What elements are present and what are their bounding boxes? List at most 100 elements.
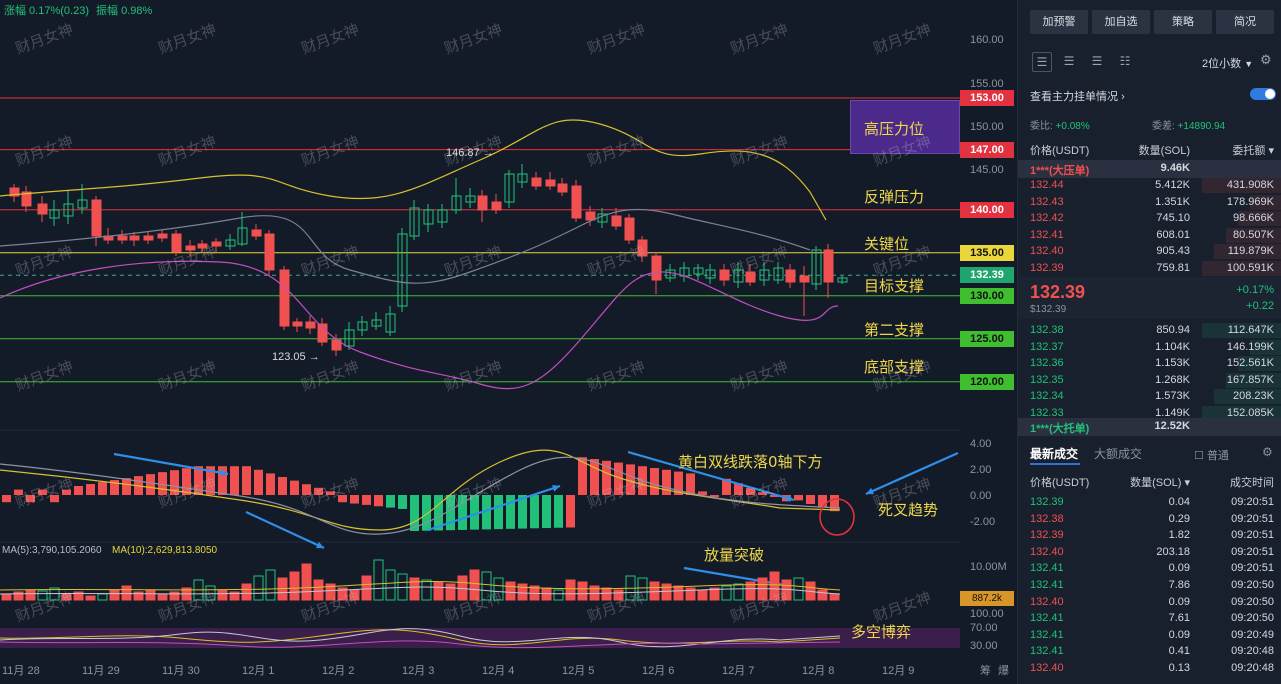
bid-row[interactable]: 132.36 1.153K 152.561K: [1018, 357, 1281, 373]
bid-row[interactable]: 132.34 1.573K 208.23K: [1018, 390, 1281, 406]
overview-button[interactable]: 简况: [1216, 10, 1274, 34]
orderbook-header: 价格(USDT) 数量(SOL) 委托额 ▾: [1018, 142, 1281, 158]
trade-row: 132.41 7.61 09:20:50: [1018, 612, 1281, 628]
volume-bar: [673, 585, 684, 601]
candle-body: [317, 323, 328, 343]
volume-bar: [301, 563, 312, 601]
change-abs: +0.22: [1246, 300, 1274, 312]
ask-row[interactable]: 132.41 608.01 80.507K: [1018, 229, 1281, 245]
liquidation-icon[interactable]: 爆: [998, 665, 1009, 677]
ask-qty: 5.412K: [1155, 179, 1190, 191]
bid-row[interactable]: 132.37 1.104K 146.199K: [1018, 341, 1281, 357]
candle-body: [637, 239, 648, 257]
volume-bar: [601, 587, 612, 601]
candle-body: [37, 203, 48, 215]
macd-bar: [794, 495, 803, 501]
big-bid-row[interactable]: 1***(大托单) 12.52K: [1018, 420, 1281, 436]
depth-bar: [1202, 178, 1281, 193]
trade-qty: 7.86: [1168, 579, 1190, 591]
header-amount[interactable]: 委托额 ▾: [1232, 145, 1274, 157]
chart-area[interactable]: 涨幅 0.17%(0.23) 振幅 0.98% 160.00 155.00 15…: [0, 0, 1016, 684]
trade-time: 09:20:48: [1231, 662, 1274, 674]
date-label: 12月 4: [482, 665, 515, 677]
candle-body: [545, 179, 556, 187]
decimals-value: 2位小数: [1202, 58, 1242, 70]
bid-ratio-value: +0.08%: [1055, 121, 1090, 132]
ask-row[interactable]: 132.42 745.10 98.666K: [1018, 212, 1281, 228]
layout-bids-icon[interactable]: ☰: [1063, 54, 1075, 68]
header-qty: 数量(SOL): [1138, 145, 1190, 157]
price-axis-label: 155.00: [970, 78, 1004, 90]
settings-icon[interactable]: ⚙: [1260, 52, 1272, 67]
volume-bar: [85, 595, 96, 601]
candle-body: [305, 321, 316, 329]
bid-row[interactable]: 132.35 1.268K 167.857K: [1018, 374, 1281, 390]
annotation-high-pressure: 高压力位: [864, 120, 925, 138]
candle-body: [264, 233, 275, 271]
candle-body: [143, 235, 154, 241]
bid-diff-label: 委差:: [1152, 121, 1175, 132]
ask-row[interactable]: 132.39 759.81 100.591K: [1018, 262, 1281, 278]
trade-time: 09:20:51: [1231, 529, 1274, 542]
big-bid-bar: [1018, 418, 1281, 436]
candle-body: [557, 183, 568, 193]
strategy-button[interactable]: 策略: [1154, 10, 1212, 34]
macd-bar: [362, 495, 371, 505]
candle-body: [719, 269, 730, 281]
big-ask-row[interactable]: 1***(大压单) 9.46K: [1018, 162, 1281, 178]
macd-bar: [482, 495, 491, 530]
macd-bar: [74, 486, 83, 495]
trade-row: 132.41 0.41 09:20:48: [1018, 645, 1281, 661]
decimals-select[interactable]: 2位小数 ▼: [1202, 55, 1253, 71]
date-label: 12月 8: [802, 665, 835, 677]
trade-row: 132.41 7.86 09:20:50: [1018, 579, 1281, 595]
add-alert-button[interactable]: 加预警: [1030, 10, 1088, 34]
macd-bar: [194, 466, 203, 495]
layout-split-icon[interactable]: ☷: [1119, 54, 1131, 68]
ask-row[interactable]: 132.44 5.412K 431.908K: [1018, 179, 1281, 195]
candle-body: [91, 199, 102, 237]
layout-both-icon[interactable]: ☰: [1032, 52, 1052, 72]
depth-bar: [1214, 389, 1281, 404]
chip-icon[interactable]: 筹: [980, 665, 991, 677]
date-label: 12月 5: [562, 665, 595, 677]
ask-row[interactable]: 132.43 1.351K 178.969K: [1018, 196, 1281, 212]
add-watchlist-button[interactable]: 加自选: [1092, 10, 1150, 34]
tab-large-trades[interactable]: 大额成交: [1094, 447, 1143, 461]
normal-filter[interactable]: ☐ 普通: [1194, 447, 1229, 463]
arrow-head: [552, 484, 560, 492]
macd-bar: [614, 462, 623, 495]
trades-header-qty[interactable]: 数量(SOL) ▾: [1130, 477, 1190, 489]
candlestick-chart[interactable]: [0, 0, 1016, 684]
main-orders-link[interactable]: 查看主力挂单情况 ›: [1030, 88, 1125, 104]
trades-header-qty-label: 数量(SOL): [1130, 477, 1182, 489]
checkbox-icon: ☐: [1194, 450, 1204, 462]
trade-time: 09:20:51: [1231, 545, 1274, 558]
macd-bar: [14, 489, 23, 495]
ask-qty: 745.10: [1156, 212, 1190, 224]
bid-row[interactable]: 132.33 1.149K 152.085K: [1018, 407, 1281, 423]
trade-qty: 203.18: [1156, 545, 1190, 558]
volume-bar: [229, 591, 240, 601]
bid-qty: 1.149K: [1155, 406, 1190, 419]
date-label: 11月 29: [82, 665, 120, 677]
date-label: 12月 6: [642, 665, 675, 677]
tab-latest-trades[interactable]: 最新成交: [1030, 447, 1079, 461]
trade-row: 132.38 0.29 09:20:51: [1018, 513, 1281, 529]
layout-asks-icon[interactable]: ☰: [1091, 54, 1103, 68]
trade-qty: 1.82: [1168, 529, 1190, 542]
ask-row[interactable]: 132.40 905.43 119.879K: [1018, 245, 1281, 261]
macd-bar: [506, 495, 515, 529]
osc-line: [0, 640, 841, 649]
settings-icon[interactable]: ⚙: [1262, 445, 1273, 459]
bid-price: 132.35: [1030, 373, 1064, 386]
volume-bar: [97, 593, 108, 601]
osc-axis-label: 70.00: [970, 622, 998, 634]
volume-ma5: MA(5):3,790,105.2060: [2, 545, 102, 556]
bid-row[interactable]: 132.38 850.94 112.647K: [1018, 324, 1281, 340]
volume-bar: [565, 579, 576, 601]
main-orders-toggle[interactable]: [1250, 88, 1276, 100]
candle-body: [157, 233, 168, 239]
osc-axis-label: 30.00: [970, 640, 998, 652]
macd-bar: [110, 480, 119, 495]
